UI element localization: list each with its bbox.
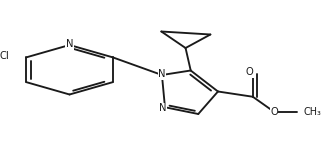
Text: N: N	[158, 69, 166, 79]
Text: N: N	[159, 103, 166, 113]
Text: Cl: Cl	[0, 51, 10, 61]
Text: N: N	[66, 39, 73, 49]
Text: O: O	[246, 67, 254, 77]
Text: CH₃: CH₃	[303, 107, 321, 117]
Text: O: O	[270, 107, 278, 117]
